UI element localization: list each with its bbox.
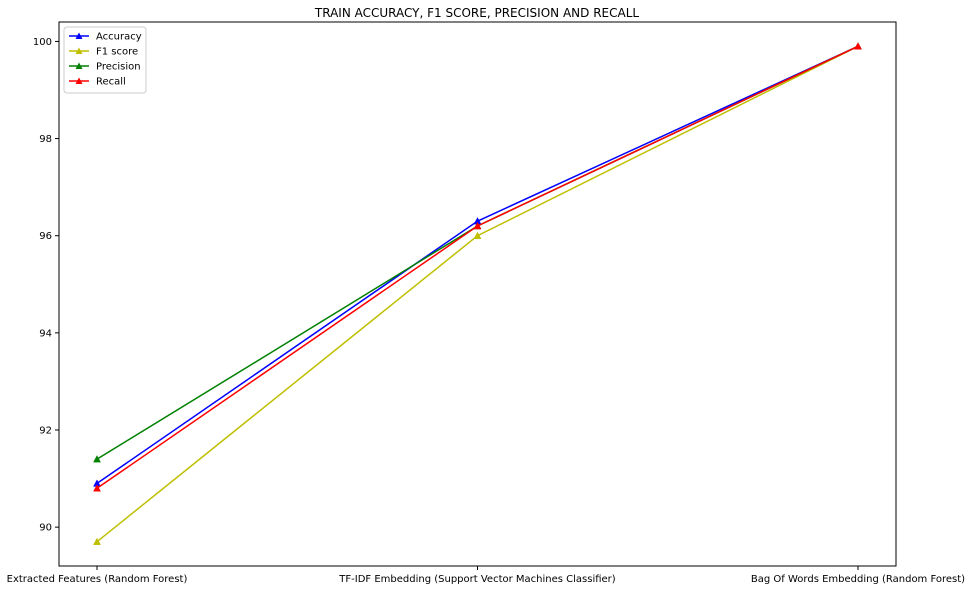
x-tick-label: Bag Of Words Embedding (Random Forest)	[751, 574, 965, 585]
y-tick-label: 100	[33, 37, 52, 48]
series-f1-score	[93, 42, 862, 545]
y-axis: 90 92 94 96 98 100	[33, 37, 59, 534]
legend-marker	[75, 77, 83, 84]
series-line	[96, 45, 859, 485]
x-tick-label: Extracted Features (Random Forest)	[7, 574, 188, 585]
y-tick-label: 94	[39, 328, 52, 339]
legend-label: Recall	[96, 77, 126, 88]
series-layer	[93, 42, 862, 545]
data-point-marker	[93, 484, 101, 492]
series-line	[96, 45, 859, 543]
y-tick-label: 92	[39, 426, 52, 437]
y-tick-label: 98	[39, 134, 52, 145]
chart-title: TRAIN ACCURACY, F1 SCORE, PRECISION AND …	[314, 6, 639, 20]
data-point-marker	[473, 231, 482, 239]
series-line	[96, 45, 859, 489]
legend: Accuracy F1 score Precision Recall	[63, 26, 147, 94]
series-precision	[93, 42, 862, 463]
legend-marker	[75, 47, 83, 54]
data-point-marker	[854, 42, 862, 50]
series-accuracy	[93, 42, 862, 487]
legend-marker	[75, 32, 83, 39]
y-tick-label: 90	[39, 523, 52, 534]
x-axis: Extracted Features (Random Forest) TF-IDF…	[7, 566, 965, 585]
legend-marker	[75, 62, 83, 69]
legend-label: Precision	[96, 62, 141, 73]
data-point-marker	[93, 455, 101, 463]
plot-area	[58, 21, 897, 567]
y-tick-label: 96	[39, 231, 52, 242]
data-point-marker	[93, 537, 101, 545]
legend-label: Accuracy	[96, 32, 142, 43]
data-point-marker	[473, 221, 482, 230]
series-line	[96, 45, 859, 460]
legend-label: F1 score	[96, 47, 138, 58]
x-tick-label: TF-IDF Embedding (Support Vector Machine…	[338, 574, 616, 585]
series-recall	[93, 42, 862, 492]
legend-box	[63, 26, 147, 94]
